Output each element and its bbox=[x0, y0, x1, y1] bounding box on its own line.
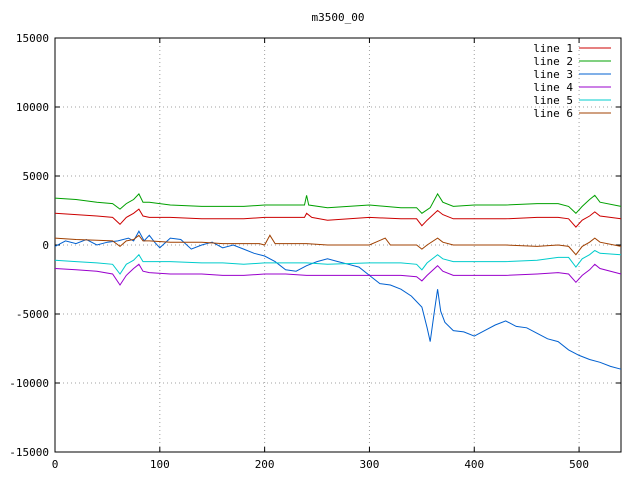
series-line-1 bbox=[54, 208, 622, 228]
y-tick-label: -15000 bbox=[9, 446, 49, 459]
series-line-5 bbox=[54, 249, 622, 275]
series-line-2 bbox=[54, 192, 622, 215]
x-tick-label: 400 bbox=[464, 458, 484, 471]
y-tick-label: -5000 bbox=[16, 308, 49, 321]
y-tick-label: 15000 bbox=[16, 32, 49, 45]
y-tick-label: -10000 bbox=[9, 377, 49, 390]
x-tick-label: 100 bbox=[150, 458, 170, 471]
y-tick-label: 10000 bbox=[16, 101, 49, 114]
legend-label: line 2 bbox=[533, 55, 573, 68]
x-tick-label: 500 bbox=[569, 458, 589, 471]
series-line-3 bbox=[54, 230, 622, 370]
series-line-4 bbox=[54, 263, 622, 286]
x-tick-label: 0 bbox=[52, 458, 59, 471]
grid-lines bbox=[55, 38, 621, 452]
y-tick-label: 0 bbox=[42, 239, 49, 252]
chart-title: m3500_00 bbox=[312, 11, 365, 24]
legend-label: line 1 bbox=[533, 42, 573, 55]
legend-label: line 6 bbox=[533, 107, 573, 120]
x-tick-label: 200 bbox=[255, 458, 275, 471]
legend-label: line 4 bbox=[533, 81, 573, 94]
x-tick-label: 300 bbox=[360, 458, 380, 471]
series-lines bbox=[54, 192, 622, 370]
y-tick-label: 5000 bbox=[23, 170, 50, 183]
legend-label: line 5 bbox=[533, 94, 573, 107]
axis-ticks: 0 100 200 300 400 500 -15000 -10000 -5000 0 5000 10… bbox=[9, 32, 621, 471]
series-line-6 bbox=[54, 234, 622, 256]
legend-label: line 3 bbox=[533, 68, 573, 81]
